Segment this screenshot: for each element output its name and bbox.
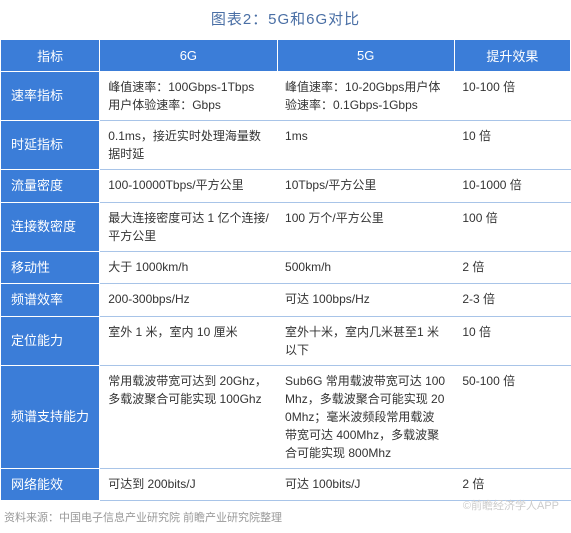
table-row: 网络能效可达到 200bits/J可达 100bits/J2 倍 <box>1 468 571 501</box>
cell-improve: 10-100 倍 <box>454 72 570 121</box>
cell-6g: 峰值速率：100Gbps-1Tbps 用户体验速率：Gbps <box>100 72 277 121</box>
cell-6g: 200-300bps/Hz <box>100 284 277 317</box>
table-row: 连接数密度最大连接密度可达 1 亿个连接/平方公里100 万个/平方公里100 … <box>1 202 571 251</box>
table-row: 频谱支持能力常用载波带宽可达到 20Ghz，多载波聚合可能实现 100GhzSu… <box>1 365 571 468</box>
cell-5g: 可达 100bits/J <box>277 468 454 501</box>
row-indicator: 速率指标 <box>1 72 100 121</box>
cell-5g: 可达 100bps/Hz <box>277 284 454 317</box>
row-indicator: 流量密度 <box>1 170 100 203</box>
cell-5g: 500km/h <box>277 251 454 284</box>
cell-5g: Sub6G 常用载波带宽可达 100Mhz，多载波聚合可能实现 200Mhz；毫… <box>277 365 454 468</box>
row-indicator: 定位能力 <box>1 316 100 365</box>
cell-6g: 室外 1 米，室内 10 厘米 <box>100 316 277 365</box>
table-row: 定位能力室外 1 米，室内 10 厘米室外十米，室内几米甚至1 米以下10 倍 <box>1 316 571 365</box>
row-indicator: 连接数密度 <box>1 202 100 251</box>
col-header-6g: 6G <box>100 40 277 72</box>
table-row: 频谱效率200-300bps/Hz可达 100bps/Hz2-3 倍 <box>1 284 571 317</box>
cell-improve: 10-1000 倍 <box>454 170 570 203</box>
row-indicator: 频谱效率 <box>1 284 100 317</box>
col-header-indicator: 指标 <box>1 40 100 72</box>
cell-6g: 最大连接密度可达 1 亿个连接/平方公里 <box>100 202 277 251</box>
row-indicator: 频谱支持能力 <box>1 365 100 468</box>
row-indicator: 时延指标 <box>1 121 100 170</box>
row-indicator: 网络能效 <box>1 468 100 501</box>
cell-improve: 50-100 倍 <box>454 365 570 468</box>
comparison-table: 指标 6G 5G 提升效果 速率指标峰值速率：100Gbps-1Tbps 用户体… <box>0 39 571 501</box>
cell-5g: 室外十米，室内几米甚至1 米以下 <box>277 316 454 365</box>
table-row: 时延指标0.1ms，接近实时处理海量数据时延1ms10 倍 <box>1 121 571 170</box>
cell-improve: 10 倍 <box>454 121 570 170</box>
col-header-improve: 提升效果 <box>454 40 570 72</box>
cell-5g: 峰值速率：10-20Gbps用户体验速率：0.1Gbps-1Gbps <box>277 72 454 121</box>
table-row: 流量密度100-10000Tbps/平方公里10Tbps/平方公里10-1000… <box>1 170 571 203</box>
cell-6g: 大于 1000km/h <box>100 251 277 284</box>
cell-6g: 常用载波带宽可达到 20Ghz，多载波聚合可能实现 100Ghz <box>100 365 277 468</box>
table-row: 移动性大于 1000km/h500km/h2 倍 <box>1 251 571 284</box>
watermark-text: ©前瞻经济学人APP <box>463 497 559 513</box>
cell-improve: 2 倍 <box>454 251 570 284</box>
cell-5g: 1ms <box>277 121 454 170</box>
cell-improve: 2 倍 <box>454 468 570 501</box>
table-row: 速率指标峰值速率：100Gbps-1Tbps 用户体验速率：Gbps峰值速率：1… <box>1 72 571 121</box>
cell-6g: 可达到 200bits/J <box>100 468 277 501</box>
cell-improve: 100 倍 <box>454 202 570 251</box>
cell-improve: 2-3 倍 <box>454 284 570 317</box>
cell-5g: 10Tbps/平方公里 <box>277 170 454 203</box>
row-indicator: 移动性 <box>1 251 100 284</box>
cell-6g: 0.1ms，接近实时处理海量数据时延 <box>100 121 277 170</box>
chart-title: 图表2：5G和6G对比 <box>0 8 571 29</box>
cell-6g: 100-10000Tbps/平方公里 <box>100 170 277 203</box>
col-header-5g: 5G <box>277 40 454 72</box>
table-header-row: 指标 6G 5G 提升效果 <box>1 40 571 72</box>
cell-5g: 100 万个/平方公里 <box>277 202 454 251</box>
cell-improve: 10 倍 <box>454 316 570 365</box>
